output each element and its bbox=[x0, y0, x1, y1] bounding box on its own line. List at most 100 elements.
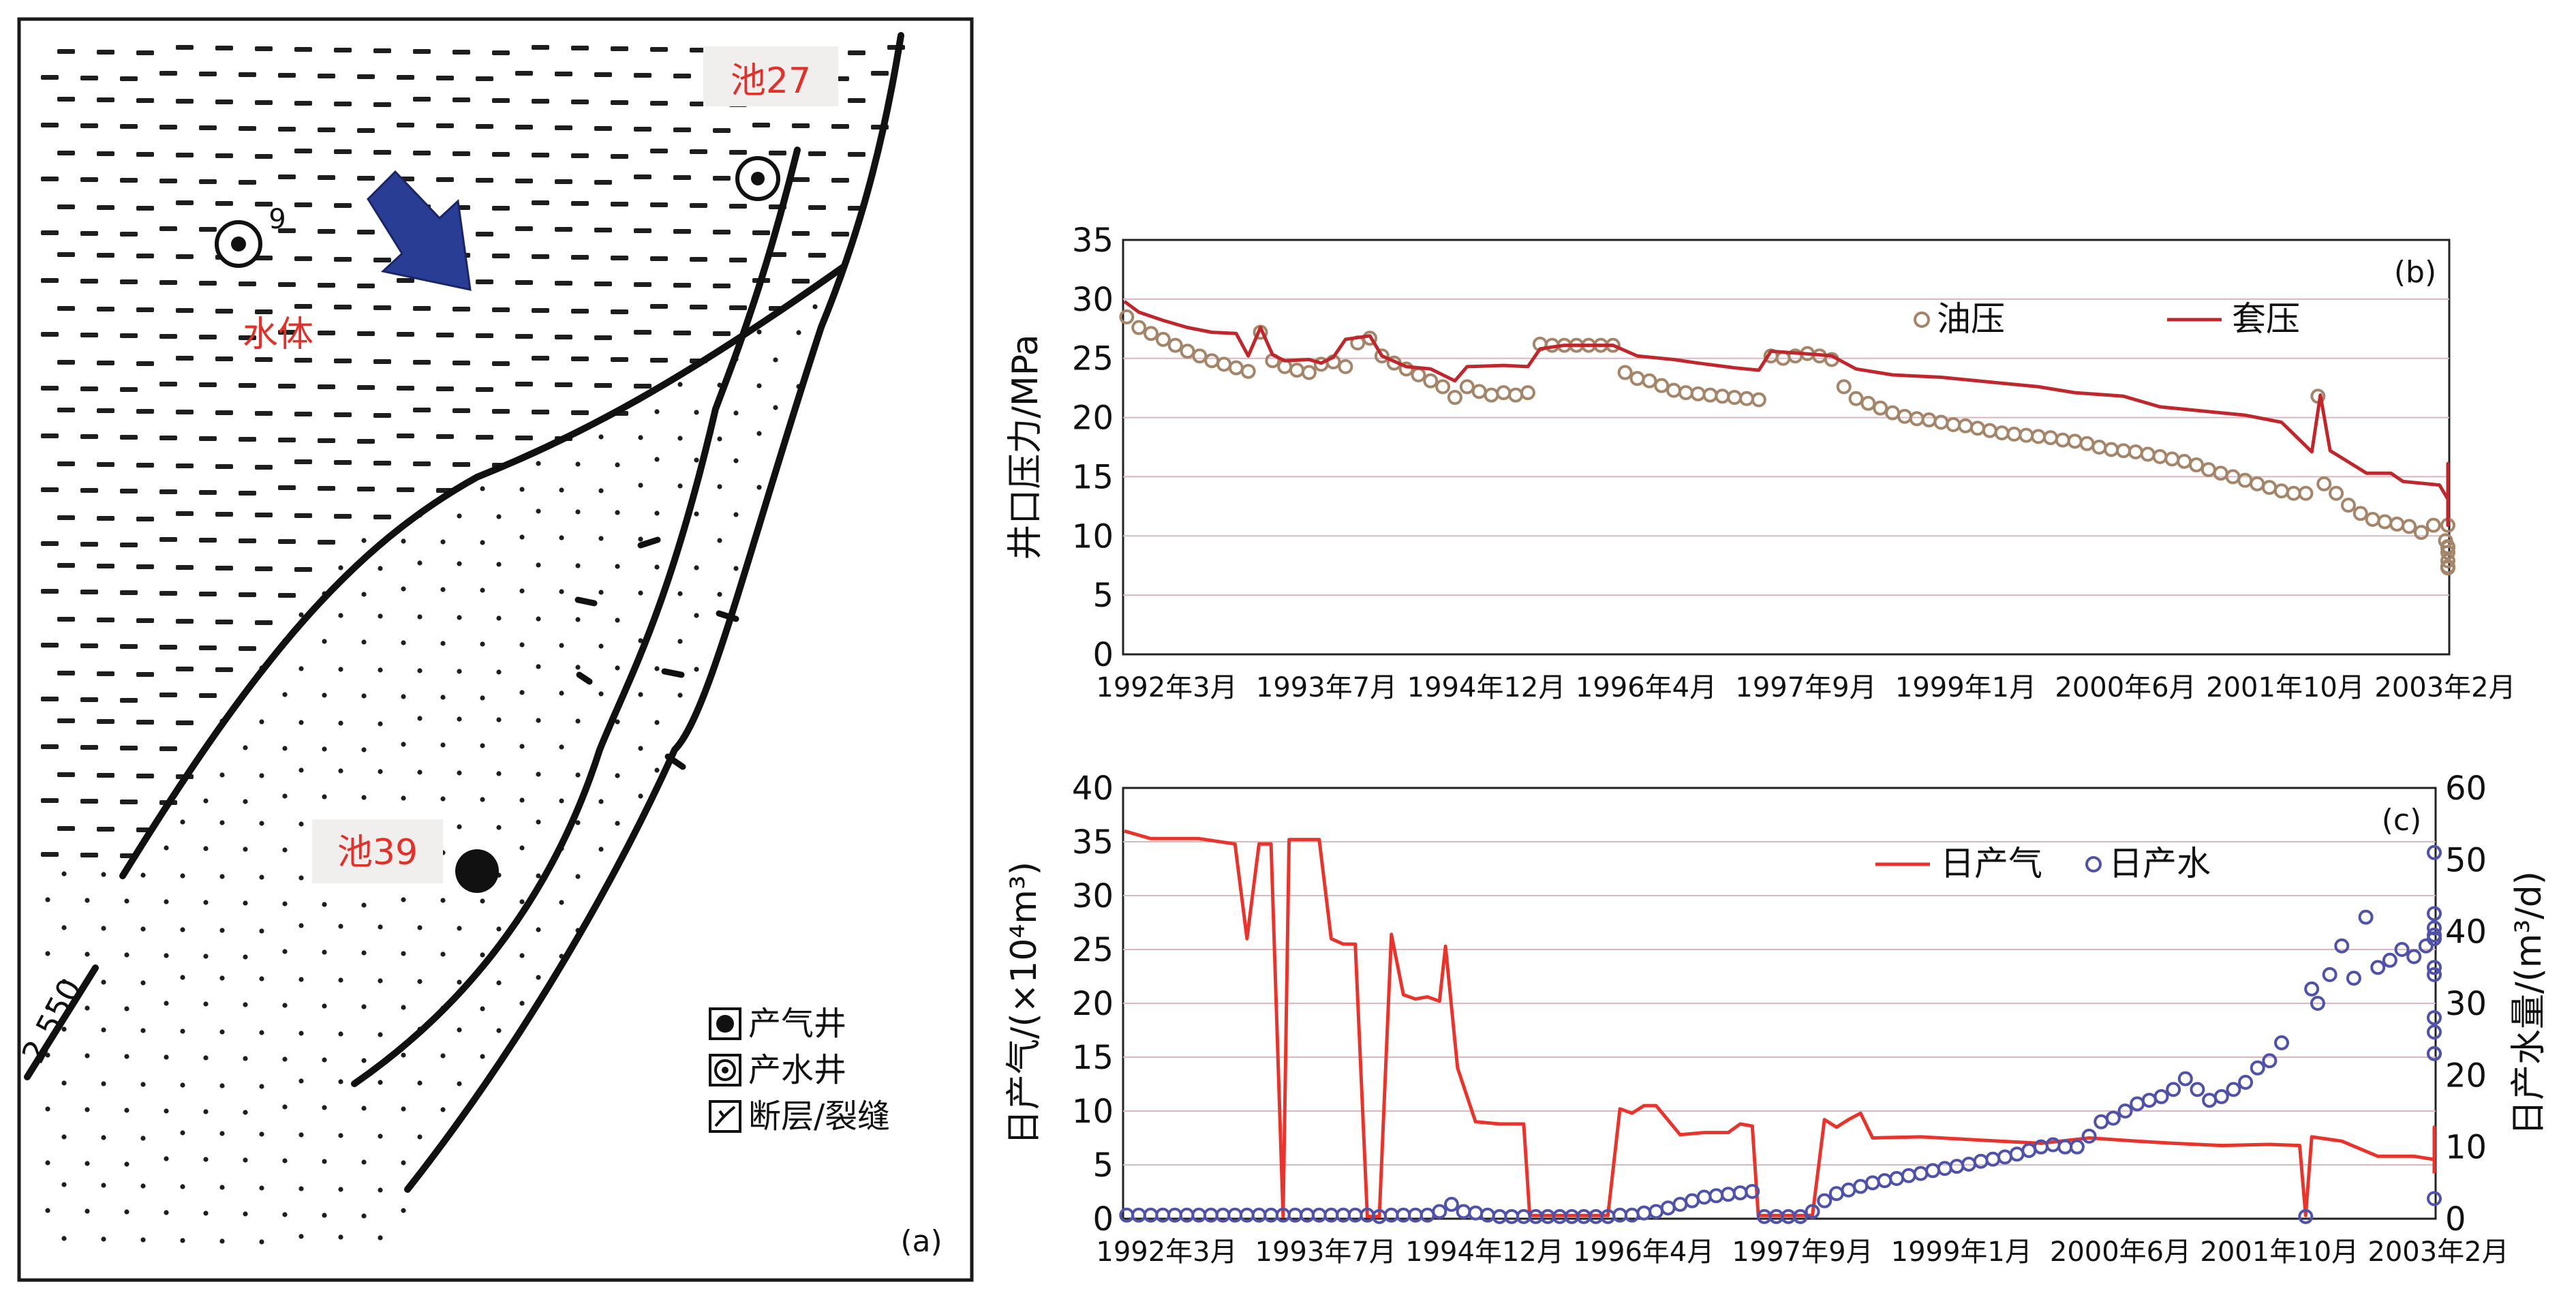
water-zone-dash bbox=[318, 384, 335, 389]
gas-zone-dot bbox=[638, 692, 643, 697]
water-zone-dash bbox=[215, 153, 233, 158]
water-zone-dash bbox=[136, 206, 154, 211]
water-zone-dash bbox=[120, 800, 138, 804]
water-zone-dash bbox=[278, 127, 296, 132]
water-zone-dash bbox=[397, 386, 414, 391]
gas-zone-dot bbox=[536, 927, 541, 932]
water-zone-dash bbox=[294, 513, 312, 518]
gas-zone-dot bbox=[361, 639, 367, 645]
gas-zone-dot bbox=[298, 821, 304, 827]
water-zone-dash bbox=[278, 73, 296, 78]
water-zone-dash bbox=[752, 230, 770, 235]
fault-lines bbox=[24, 32, 904, 1193]
data-point bbox=[2382, 952, 2397, 968]
y2-axis-label: 日产水量/(m³/d) bbox=[2509, 871, 2549, 1136]
gas-zone-dot bbox=[203, 1055, 209, 1061]
water-zone-dash bbox=[57, 204, 75, 209]
gas-zone-dot bbox=[101, 1183, 106, 1188]
gas-zone-dot bbox=[615, 665, 620, 671]
gas-zone-dot bbox=[361, 592, 367, 597]
gas-zone-dot bbox=[243, 1157, 248, 1163]
y-tick-label: 0 bbox=[1092, 636, 1114, 674]
gas-zone-dot bbox=[536, 664, 541, 669]
data-point bbox=[2427, 927, 2442, 943]
water-zone-dash bbox=[215, 356, 233, 361]
water-zone-dash bbox=[357, 439, 375, 444]
gas-zone-dot bbox=[378, 1187, 383, 1193]
data-point bbox=[1805, 1204, 1820, 1219]
water-zone-dash bbox=[373, 48, 391, 53]
water-zone-dash bbox=[690, 305, 707, 309]
water-zone-dash bbox=[255, 202, 273, 207]
water-zone-dash bbox=[176, 619, 194, 624]
gas-zone-dot bbox=[440, 695, 446, 700]
water-zone-dash bbox=[120, 76, 138, 81]
gas-zone-dot bbox=[575, 461, 581, 467]
data-point bbox=[1745, 1183, 1760, 1199]
gas-zone-dot bbox=[203, 798, 209, 804]
gas-zone-dot bbox=[536, 461, 541, 466]
gas-zone-dot bbox=[101, 979, 106, 985]
y-tick-label: 35 bbox=[1072, 823, 1114, 862]
gas-zone-dot bbox=[378, 924, 383, 930]
gas-zone-dot bbox=[282, 746, 288, 751]
data-point bbox=[1192, 348, 1208, 364]
water-zone-dash bbox=[97, 618, 114, 622]
gas-zone-dot bbox=[694, 511, 699, 517]
water-zone-dash bbox=[136, 254, 154, 258]
gas-zone-dot bbox=[480, 1006, 485, 1011]
gas-zone-dot bbox=[298, 1031, 304, 1036]
water-zone-dash bbox=[239, 72, 256, 77]
data-point bbox=[1873, 400, 1888, 416]
gas-zone-dot bbox=[124, 1006, 129, 1011]
data-point bbox=[2304, 981, 2320, 997]
gas-zone-dot bbox=[203, 846, 209, 851]
data-point bbox=[2117, 1104, 2133, 1119]
gas-zone-dot bbox=[298, 1132, 304, 1138]
water-zone-dash bbox=[199, 335, 217, 339]
water-zone-dash bbox=[176, 410, 194, 414]
gas-zone-dot bbox=[496, 514, 502, 519]
water-zone-dash bbox=[492, 307, 510, 312]
gas-zone-dot bbox=[575, 820, 581, 825]
water-zone-dash bbox=[713, 128, 731, 133]
water-zone-dash bbox=[650, 101, 668, 106]
water-zone-dash bbox=[120, 746, 138, 750]
gas-zone-dot bbox=[180, 927, 185, 932]
gas-zone-dot bbox=[733, 512, 739, 517]
water-zone-dash bbox=[57, 306, 75, 311]
water-zone-dash bbox=[515, 125, 533, 130]
gas-zone-dot bbox=[298, 1186, 304, 1191]
gas-zone-dot bbox=[140, 1082, 146, 1087]
data-point bbox=[2413, 525, 2429, 541]
water-zone-dash bbox=[199, 227, 217, 232]
gas-zone-dot bbox=[536, 562, 541, 568]
gas-zone-dot bbox=[417, 1080, 423, 1086]
water-zone-dash bbox=[492, 206, 510, 211]
gas-zone-dot bbox=[45, 1106, 50, 1112]
y-tick-label: 10 bbox=[1072, 1093, 1114, 1131]
gas-zone-dot bbox=[322, 949, 327, 955]
water-zone-dash bbox=[373, 305, 391, 310]
gas-zone-dot bbox=[282, 1104, 288, 1110]
gas-zone-dot bbox=[756, 431, 762, 436]
gas-zone-dot bbox=[519, 899, 525, 904]
gas-zone-dot bbox=[282, 949, 288, 954]
data-point bbox=[1398, 361, 1414, 377]
water-zone-dash bbox=[650, 358, 668, 363]
water-zone-dash bbox=[159, 226, 177, 231]
water-zone-dash bbox=[41, 798, 59, 803]
gas-zone-dot bbox=[417, 668, 423, 673]
water-zone-dash bbox=[199, 125, 217, 130]
gas-zone-dot bbox=[322, 639, 327, 644]
gas-zone-dot bbox=[259, 928, 264, 934]
water-zone-dash bbox=[80, 697, 98, 702]
gas-zone-dot bbox=[203, 900, 209, 905]
water-zone-dash bbox=[80, 123, 98, 128]
gas-zone-dot bbox=[717, 436, 722, 442]
water-zone-dash bbox=[41, 123, 59, 127]
gas-zone-dot bbox=[440, 952, 446, 957]
gas-zone-dot bbox=[480, 743, 485, 748]
legend-circle-marker bbox=[2085, 856, 2102, 872]
gas-zone-dot bbox=[457, 615, 462, 620]
